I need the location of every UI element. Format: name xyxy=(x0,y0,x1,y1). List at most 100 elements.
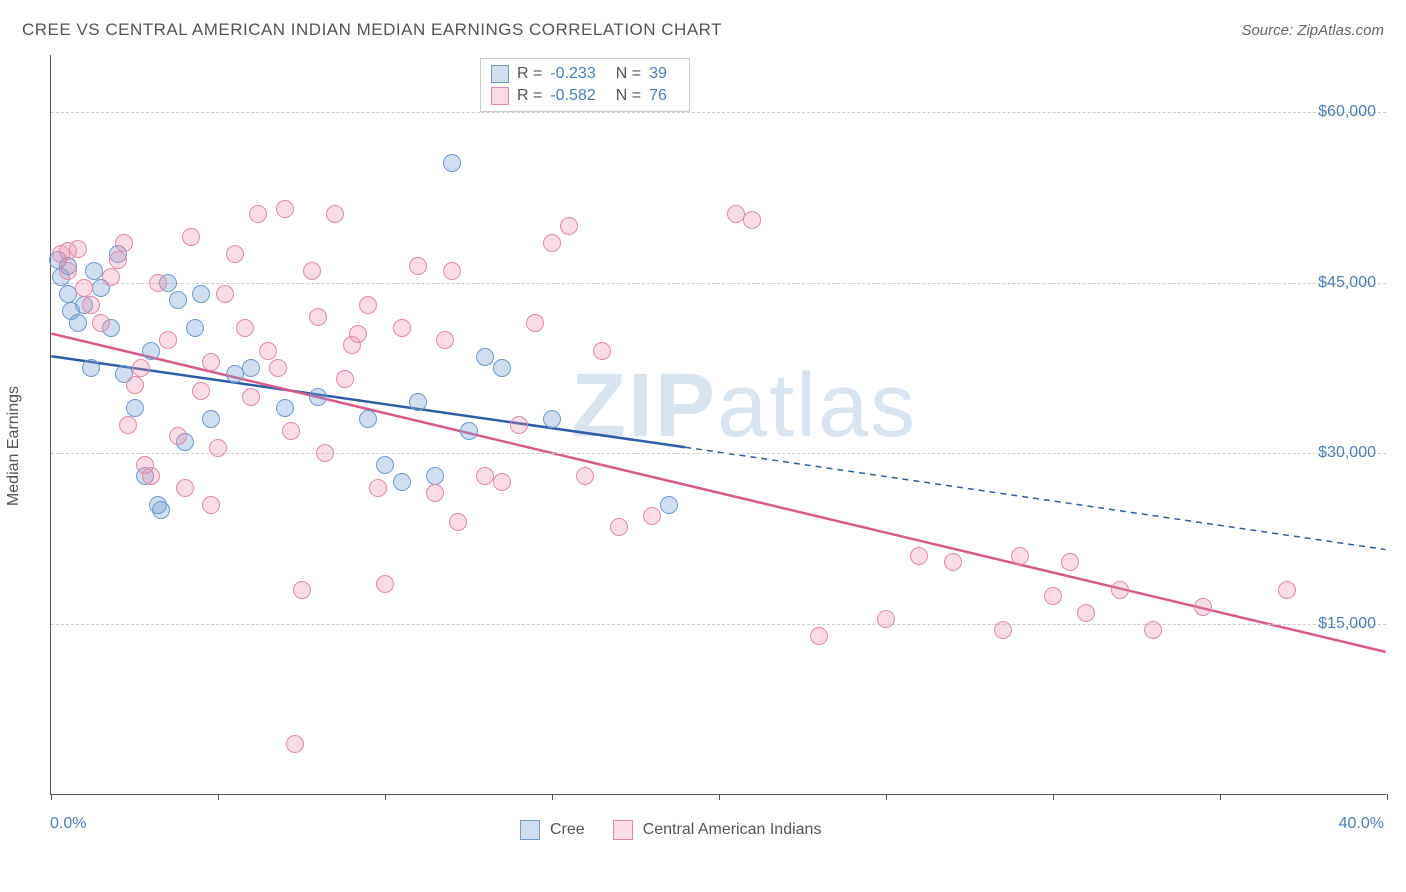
scatter-point xyxy=(476,348,494,366)
scatter-point xyxy=(1044,587,1062,605)
scatter-point xyxy=(349,325,367,343)
scatter-point xyxy=(75,279,93,297)
scatter-point xyxy=(132,359,150,377)
scatter-point xyxy=(409,393,427,411)
scatter-point xyxy=(393,473,411,491)
x-tick xyxy=(1220,794,1221,800)
scatter-point xyxy=(510,416,528,434)
scatter-point xyxy=(1011,547,1029,565)
scatter-point xyxy=(142,467,160,485)
scatter-point xyxy=(593,342,611,360)
scatter-point xyxy=(216,285,234,303)
scatter-point xyxy=(109,251,127,269)
n-label: N = xyxy=(616,87,641,105)
legend-swatch xyxy=(491,65,509,83)
scatter-point xyxy=(119,416,137,434)
scatter-point xyxy=(643,507,661,525)
x-tick xyxy=(385,794,386,800)
scatter-point xyxy=(69,314,87,332)
legend-swatch xyxy=(613,820,633,840)
scatter-point xyxy=(910,547,928,565)
scatter-point xyxy=(92,314,110,332)
scatter-point xyxy=(877,610,895,628)
scatter-point xyxy=(69,240,87,258)
scatter-point xyxy=(994,621,1012,639)
scatter-point xyxy=(176,479,194,497)
x-tick xyxy=(51,794,52,800)
scatter-point xyxy=(276,200,294,218)
stats-legend: R = -0.233N = 39R = -0.582N = 76 xyxy=(480,58,690,112)
source-label: Source: ZipAtlas.com xyxy=(1241,22,1384,39)
scatter-point xyxy=(443,154,461,172)
scatter-point xyxy=(286,735,304,753)
scatter-point xyxy=(560,217,578,235)
scatter-point xyxy=(192,382,210,400)
r-label: R = xyxy=(517,87,542,105)
scatter-point xyxy=(409,257,427,275)
scatter-point xyxy=(226,245,244,263)
gridline xyxy=(51,112,1386,113)
n-label: N = xyxy=(616,65,641,83)
scatter-point xyxy=(269,359,287,377)
x-tick xyxy=(886,794,887,800)
x-tick xyxy=(218,794,219,800)
scatter-point xyxy=(85,262,103,280)
scatter-point xyxy=(293,581,311,599)
scatter-point xyxy=(493,473,511,491)
y-tick-label: $30,000 xyxy=(1318,444,1376,462)
scatter-point xyxy=(460,422,478,440)
scatter-point xyxy=(242,359,260,377)
scatter-point xyxy=(426,484,444,502)
scatter-point xyxy=(159,331,177,349)
scatter-point xyxy=(543,410,561,428)
scatter-point xyxy=(1111,581,1129,599)
scatter-point xyxy=(369,479,387,497)
scatter-point xyxy=(102,268,120,286)
scatter-point xyxy=(1194,598,1212,616)
r-label: R = xyxy=(517,65,542,83)
scatter-point xyxy=(526,314,544,332)
x-tick xyxy=(719,794,720,800)
y-tick-label: $15,000 xyxy=(1318,615,1376,633)
gridline xyxy=(51,283,1386,284)
scatter-point xyxy=(82,359,100,377)
scatter-point xyxy=(393,319,411,337)
scatter-point xyxy=(259,342,277,360)
r-value: -0.582 xyxy=(550,87,595,105)
scatter-point xyxy=(169,427,187,445)
plot-area: ZIPatlas $15,000$30,000$45,000$60,000 xyxy=(50,55,1386,795)
legend-swatch xyxy=(520,820,540,840)
x-tick xyxy=(1053,794,1054,800)
scatter-point xyxy=(426,467,444,485)
x-tick-label: 40.0% xyxy=(1339,815,1384,833)
scatter-point xyxy=(376,575,394,593)
legend-label: Cree xyxy=(550,821,585,839)
scatter-point xyxy=(142,342,160,360)
scatter-point xyxy=(610,518,628,536)
scatter-point xyxy=(282,422,300,440)
scatter-point xyxy=(543,234,561,252)
series-legend: CreeCentral American Indians xyxy=(520,820,839,840)
scatter-point xyxy=(126,399,144,417)
gridline xyxy=(51,624,1386,625)
scatter-point xyxy=(202,496,220,514)
stats-legend-row: R = -0.582N = 76 xyxy=(491,85,679,107)
x-tick xyxy=(1387,794,1388,800)
scatter-point xyxy=(202,410,220,428)
scatter-point xyxy=(359,410,377,428)
scatter-point xyxy=(309,308,327,326)
scatter-point xyxy=(436,331,454,349)
trend-lines xyxy=(51,55,1386,794)
scatter-point xyxy=(376,456,394,474)
scatter-point xyxy=(186,319,204,337)
scatter-point xyxy=(236,319,254,337)
n-value: 39 xyxy=(649,65,667,83)
gridline xyxy=(51,453,1386,454)
scatter-point xyxy=(1077,604,1095,622)
scatter-point xyxy=(249,205,267,223)
scatter-point xyxy=(149,274,167,292)
scatter-point xyxy=(309,388,327,406)
x-tick-label: 0.0% xyxy=(50,815,86,833)
scatter-point xyxy=(316,444,334,462)
scatter-point xyxy=(810,627,828,645)
